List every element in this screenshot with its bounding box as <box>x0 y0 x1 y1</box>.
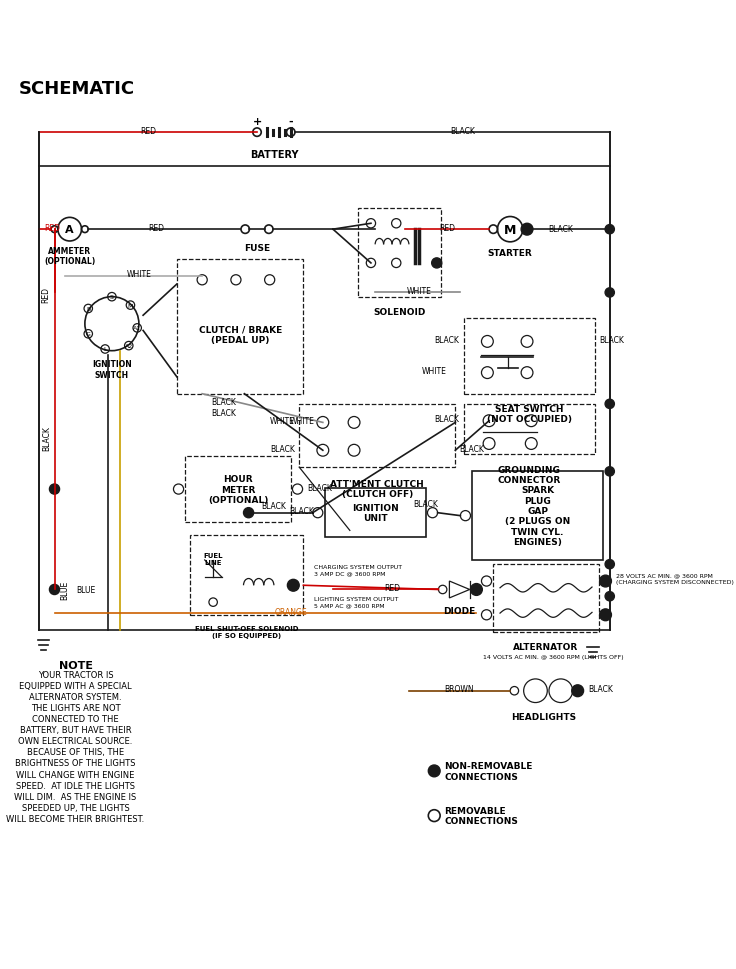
Text: RED: RED <box>439 224 455 233</box>
Text: BLACK: BLACK <box>414 500 438 509</box>
Text: ORANGE: ORANGE <box>275 607 307 616</box>
Text: BLACK: BLACK <box>435 415 459 423</box>
Text: 14 VOLTS AC MIN. @ 3600 RPM (LIGHTS OFF): 14 VOLTS AC MIN. @ 3600 RPM (LIGHTS OFF) <box>483 654 624 659</box>
Text: 28 VOLTS AC MIN. @ 3600 RPM
(CHARGING SYSTEM DISCONNECTED): 28 VOLTS AC MIN. @ 3600 RPM (CHARGING SY… <box>615 574 734 584</box>
Text: RED: RED <box>140 127 156 136</box>
Text: RED: RED <box>148 224 164 233</box>
Text: WHITE: WHITE <box>422 367 447 376</box>
Text: LIGHTING SYSTEM OUTPUT
5 AMP AC @ 3600 RPM: LIGHTING SYSTEM OUTPUT 5 AMP AC @ 3600 R… <box>314 597 399 608</box>
Text: IGNITION
UNIT: IGNITION UNIT <box>352 504 398 523</box>
Text: BLACK: BLACK <box>599 335 623 345</box>
Text: A1: A1 <box>133 326 141 331</box>
Text: CLUTCH / BRAKE
(PEDAL UP): CLUTCH / BRAKE (PEDAL UP) <box>199 326 282 345</box>
Text: YOUR TRACTOR IS
EQUIPPED WITH A SPECIAL
ALTERNATOR SYSTEM.
THE LIGHTS ARE NOT
CO: YOUR TRACTOR IS EQUIPPED WITH A SPECIAL … <box>7 670 145 823</box>
Circle shape <box>470 584 482 596</box>
Text: HOUR
METER
(OPTIONAL): HOUR METER (OPTIONAL) <box>208 475 268 505</box>
Circle shape <box>49 484 60 494</box>
Text: BLACK: BLACK <box>588 684 612 694</box>
Text: M: M <box>128 303 133 308</box>
Text: BLACK: BLACK <box>210 409 236 418</box>
Text: WHITE: WHITE <box>289 417 314 425</box>
Text: CHARGING SYSTEM OUTPUT
3 AMP DC @ 3600 RPM: CHARGING SYSTEM OUTPUT 3 AMP DC @ 3600 R… <box>314 565 403 576</box>
Text: REMOVABLE
CONNECTIONS: REMOVABLE CONNECTIONS <box>445 806 518 826</box>
Text: FUEL SHUT-OFF SOLENOID
(IF SO EQUIPPED): FUEL SHUT-OFF SOLENOID (IF SO EQUIPPED) <box>195 625 298 639</box>
Text: S: S <box>110 295 114 299</box>
Text: BLUE: BLUE <box>76 585 96 594</box>
Text: BLACK: BLACK <box>459 445 484 453</box>
Text: BROWN: BROWN <box>445 684 474 694</box>
Circle shape <box>605 592 615 601</box>
Text: A: A <box>66 225 74 234</box>
Text: BLACK: BLACK <box>210 398 236 407</box>
Circle shape <box>600 610 612 621</box>
Circle shape <box>432 259 442 268</box>
Text: BLACK: BLACK <box>435 335 459 345</box>
Text: G: G <box>86 332 91 337</box>
Text: +: + <box>252 117 261 127</box>
Text: FUEL
LINE: FUEL LINE <box>203 552 223 565</box>
Text: RED: RED <box>41 287 51 303</box>
Text: B: B <box>86 306 91 312</box>
Text: IGNITION
SWITCH: IGNITION SWITCH <box>92 359 132 379</box>
Circle shape <box>287 579 300 591</box>
Text: WHITE: WHITE <box>127 269 152 279</box>
Text: SEAT SWITCH
(NOT OCCUPIED): SEAT SWITCH (NOT OCCUPIED) <box>486 404 572 423</box>
Text: -: - <box>289 117 293 127</box>
Text: FUSE: FUSE <box>244 243 270 252</box>
Text: BLACK: BLACK <box>308 484 333 492</box>
Text: ALTERNATOR: ALTERNATOR <box>514 642 578 651</box>
Text: L: L <box>103 347 107 352</box>
Text: WHITE: WHITE <box>270 417 295 425</box>
Text: BLACK: BLACK <box>450 127 475 136</box>
Text: BLACK: BLACK <box>42 425 51 451</box>
Text: DIODE: DIODE <box>443 607 475 615</box>
Text: SOLENOID: SOLENOID <box>373 307 426 317</box>
Circle shape <box>521 224 533 235</box>
Text: SCHEMATIC: SCHEMATIC <box>19 79 135 98</box>
Text: NON-REMOVABLE
CONNECTIONS: NON-REMOVABLE CONNECTIONS <box>445 762 533 781</box>
Text: ATT'MENT CLUTCH
(CLUTCH OFF): ATT'MENT CLUTCH (CLUTCH OFF) <box>330 480 424 499</box>
Text: HEADLIGHTS: HEADLIGHTS <box>512 712 576 721</box>
Circle shape <box>244 508 254 518</box>
Text: BATTERY: BATTERY <box>250 150 298 160</box>
Text: GROUNDING
CONNECTOR: GROUNDING CONNECTOR <box>498 465 561 484</box>
Text: A2: A2 <box>124 344 133 349</box>
Text: BLACK: BLACK <box>548 225 573 234</box>
Text: BLACK: BLACK <box>270 445 295 453</box>
Text: BLACK: BLACK <box>261 501 286 510</box>
Circle shape <box>605 400 615 409</box>
Circle shape <box>49 585 60 595</box>
Text: AMMETER
(OPTIONAL): AMMETER (OPTIONAL) <box>44 247 96 266</box>
Text: SPARK
PLUG
GAP
(2 PLUGS ON
TWIN CYL.
ENGINES): SPARK PLUG GAP (2 PLUGS ON TWIN CYL. ENG… <box>505 485 570 547</box>
Circle shape <box>605 560 615 569</box>
Circle shape <box>428 766 440 777</box>
Circle shape <box>605 467 615 477</box>
Circle shape <box>600 576 612 587</box>
Text: RED: RED <box>384 583 400 592</box>
Circle shape <box>605 289 615 297</box>
Text: BLACK: BLACK <box>289 507 314 516</box>
Circle shape <box>572 685 584 697</box>
Polygon shape <box>450 581 470 598</box>
Text: RED: RED <box>44 224 60 233</box>
Circle shape <box>605 226 615 234</box>
Text: NOTE: NOTE <box>59 660 93 670</box>
Text: BLUE: BLUE <box>60 580 69 600</box>
Text: M: M <box>504 224 517 236</box>
Text: STARTER: STARTER <box>488 248 533 258</box>
Text: WHITE: WHITE <box>407 287 432 296</box>
